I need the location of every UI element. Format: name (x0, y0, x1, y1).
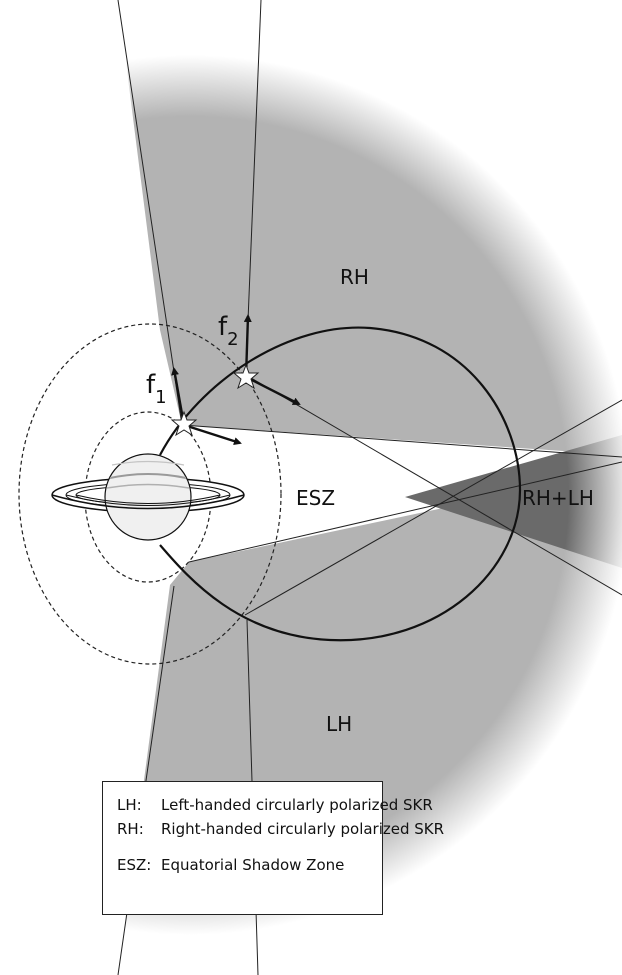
rh-lh-region-label: RH+LH (522, 486, 594, 510)
legend-key-esz: ESZ: (117, 856, 152, 874)
source-f2 (232, 314, 301, 406)
outer-field-line (18, 323, 282, 665)
f2-star-icon (232, 363, 260, 390)
legend-text-lh: Left-handed circularly polarized SKR (161, 796, 433, 814)
legend-box: LH: Left-handed circularly polarized SKR … (102, 781, 444, 915)
rh-emission-cone (118, 0, 622, 975)
legend-item-esz: ESZ: Equatorial Shadow Zone (117, 856, 344, 874)
legend-item-rh: RH: Right-handed circularly polarized SKR (117, 820, 444, 838)
f1-star-icon (170, 410, 198, 437)
rh-lh-overlap-region (405, 435, 622, 568)
f2-label: f2 (218, 312, 239, 350)
source-f1 (170, 367, 242, 445)
legend-key-lh: LH: (117, 796, 142, 814)
f1-label: f1 (146, 370, 167, 408)
rh-region-label: RH (340, 265, 369, 289)
esz-region-label: ESZ (296, 486, 335, 510)
saturn-planet (51, 453, 245, 541)
legend-item-lh: LH: Left-handed circularly polarized SKR (117, 796, 433, 814)
equatorial-shadow-zone (140, 425, 622, 562)
legend-text-rh: Right-handed circularly polarized SKR (161, 820, 445, 838)
legend-key-rh: RH: (117, 820, 144, 838)
lh-region-label: LH (326, 712, 352, 736)
legend-text-esz: Equatorial Shadow Zone (161, 856, 345, 874)
source-orbit (159, 326, 522, 642)
